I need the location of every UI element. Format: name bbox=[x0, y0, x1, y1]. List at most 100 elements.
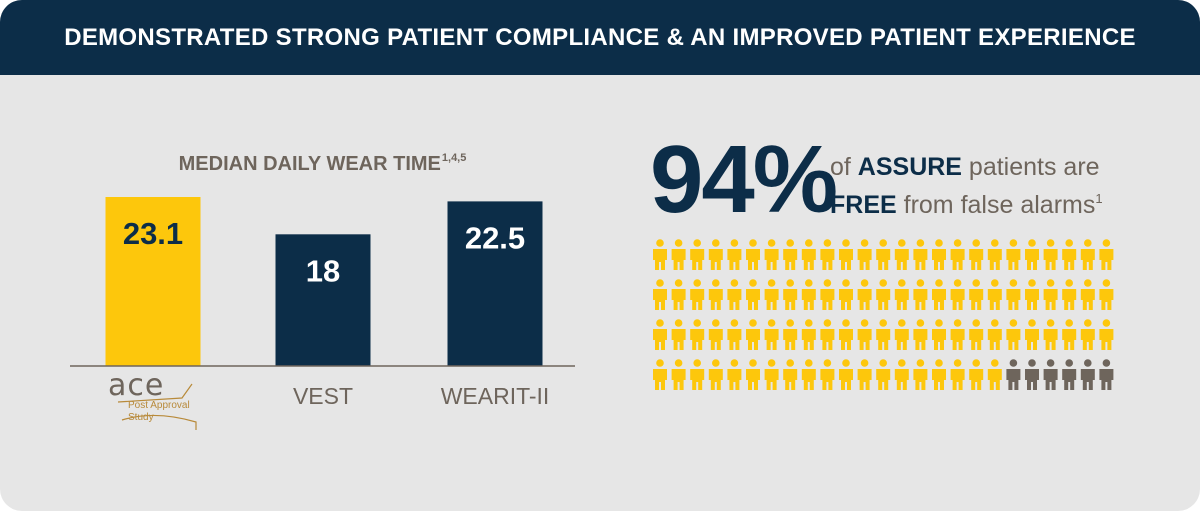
person-icon bbox=[708, 319, 723, 350]
person-icon bbox=[839, 279, 853, 310]
person-icon bbox=[764, 359, 779, 390]
person-icon bbox=[950, 239, 965, 270]
statement-line-1: of ASSURE patients are bbox=[830, 153, 1100, 181]
person-icon bbox=[950, 279, 965, 310]
bar-value-label-2: 22.5 bbox=[465, 220, 525, 255]
person-icon bbox=[950, 319, 965, 350]
person-icon bbox=[764, 319, 779, 350]
person-icon bbox=[690, 359, 705, 390]
person-icon bbox=[764, 279, 779, 310]
person-icon bbox=[1062, 359, 1077, 390]
bar-value-label-1: 18 bbox=[306, 253, 340, 288]
person-icon bbox=[839, 319, 853, 350]
person-icon bbox=[690, 279, 705, 310]
headline-statement: of ASSURE patients are FREE from false a… bbox=[830, 152, 1103, 221]
wear-time-bar-chart: 23.1 18 22.5 VEST WEARIT-II bbox=[70, 197, 575, 409]
person-icon bbox=[1025, 359, 1039, 390]
person-icon bbox=[839, 359, 853, 390]
statement-line-2: FREE from false alarms1 bbox=[830, 191, 1103, 219]
person-icon bbox=[746, 319, 760, 350]
person-icon bbox=[820, 279, 835, 310]
person-icon bbox=[932, 319, 946, 350]
ace-logo-sub-line1: Post Approval bbox=[128, 400, 190, 411]
person-icon bbox=[653, 319, 667, 350]
person-icon bbox=[1025, 319, 1039, 350]
person-icon bbox=[783, 239, 798, 270]
person-icon bbox=[894, 359, 909, 390]
person-icon bbox=[969, 319, 984, 350]
person-icon bbox=[950, 359, 965, 390]
person-icon bbox=[913, 239, 928, 270]
person-icon bbox=[801, 239, 816, 270]
person-icon bbox=[1099, 359, 1114, 390]
person-icon bbox=[876, 239, 891, 270]
person-icon bbox=[801, 359, 816, 390]
person-icon bbox=[969, 239, 984, 270]
person-icon bbox=[820, 239, 835, 270]
x-tick-label-2: WEARIT-II bbox=[441, 383, 550, 409]
person-icon bbox=[839, 239, 853, 270]
person-icon bbox=[1006, 239, 1021, 270]
person-icon bbox=[1099, 239, 1114, 270]
person-icon bbox=[671, 279, 686, 310]
person-icon bbox=[1080, 279, 1095, 310]
person-icon bbox=[653, 359, 667, 390]
person-icon bbox=[746, 359, 760, 390]
person-icon bbox=[987, 319, 1002, 350]
chart-title: MEDIAN DAILY WEAR TIME1,4,5 bbox=[70, 152, 575, 176]
person-icon bbox=[876, 359, 891, 390]
person-icon bbox=[727, 359, 742, 390]
person-icon bbox=[913, 279, 928, 310]
person-icon bbox=[671, 359, 686, 390]
patient-pictograph bbox=[653, 239, 1114, 390]
person-icon bbox=[894, 239, 909, 270]
person-icon bbox=[1006, 359, 1021, 390]
person-icon bbox=[894, 279, 909, 310]
person-icon bbox=[1099, 279, 1114, 310]
person-icon bbox=[913, 319, 928, 350]
person-icon bbox=[1099, 319, 1114, 350]
chart-title-text: MEDIAN DAILY WEAR TIME bbox=[178, 153, 441, 175]
person-icon bbox=[727, 319, 742, 350]
person-icon bbox=[746, 279, 760, 310]
person-icon bbox=[969, 359, 984, 390]
person-icon bbox=[1062, 319, 1077, 350]
person-icon bbox=[801, 319, 816, 350]
ace-logo-subtitle: Post Approval Study bbox=[128, 400, 190, 424]
bar-0 bbox=[105, 197, 201, 366]
person-icon bbox=[987, 239, 1002, 270]
person-icon bbox=[820, 359, 835, 390]
person-icon bbox=[1080, 359, 1095, 390]
person-icon bbox=[857, 239, 872, 270]
person-icon bbox=[708, 359, 723, 390]
bar-1 bbox=[275, 234, 371, 366]
person-icon bbox=[820, 319, 835, 350]
person-icon bbox=[708, 279, 723, 310]
x-tick-label-1: VEST bbox=[293, 383, 353, 409]
chart-title-superscript: 1,4,5 bbox=[441, 152, 467, 164]
person-icon bbox=[1080, 239, 1095, 270]
person-icon bbox=[1006, 279, 1021, 310]
person-icon bbox=[1062, 279, 1077, 310]
person-icon bbox=[653, 239, 667, 270]
person-icon bbox=[671, 239, 686, 270]
person-icon bbox=[932, 359, 946, 390]
person-icon bbox=[783, 319, 798, 350]
person-icon bbox=[894, 319, 909, 350]
ace-logo-word: ace bbox=[108, 368, 165, 403]
person-icon bbox=[876, 279, 891, 310]
person-icon bbox=[987, 359, 1002, 390]
person-icon bbox=[671, 319, 686, 350]
header-title: DEMONSTRATED STRONG PATIENT COMPLIANCE &… bbox=[64, 23, 1136, 51]
ace-logo: ace Post Approval Study bbox=[100, 368, 210, 434]
person-icon bbox=[969, 279, 984, 310]
person-icon bbox=[1043, 319, 1058, 350]
person-icon bbox=[801, 279, 816, 310]
person-icon bbox=[857, 359, 872, 390]
person-icon bbox=[783, 279, 798, 310]
person-icon bbox=[783, 359, 798, 390]
person-icon bbox=[1006, 319, 1021, 350]
person-icon bbox=[1025, 239, 1039, 270]
header-banner: DEMONSTRATED STRONG PATIENT COMPLIANCE &… bbox=[0, 0, 1200, 75]
